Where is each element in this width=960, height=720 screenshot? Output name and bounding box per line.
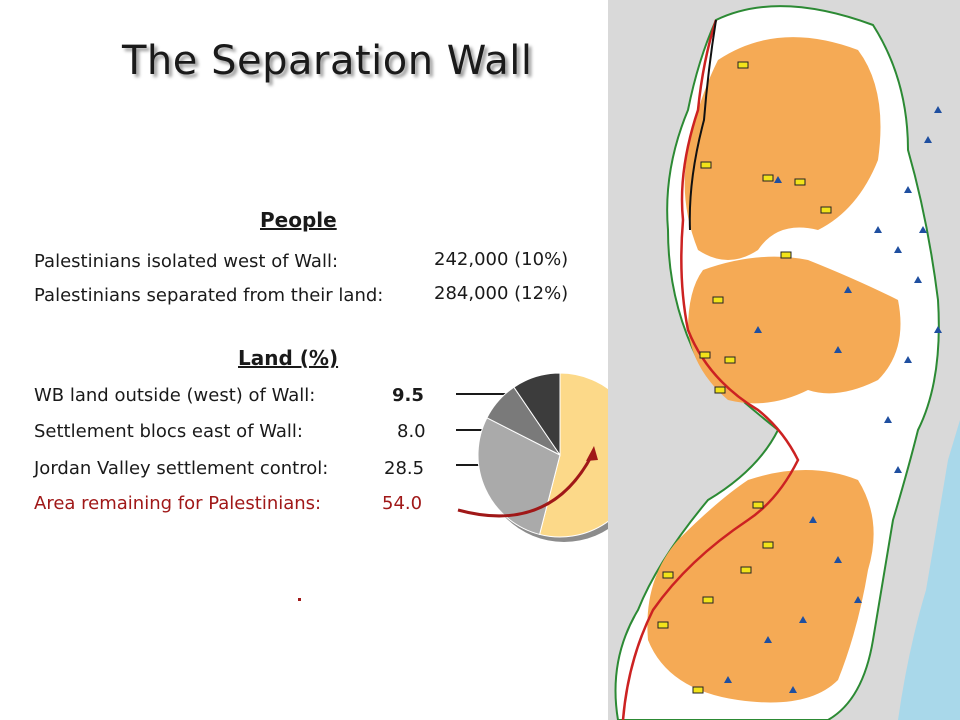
people-row-label: Palestinians isolated west of Wall: <box>34 251 339 272</box>
settlement-marker <box>844 286 852 293</box>
land-row-value: 8.0 <box>397 421 426 442</box>
gate-marker <box>657 621 669 629</box>
settlement-marker <box>934 106 942 113</box>
land-row-label: Jordan Valley settlement control: <box>34 458 329 479</box>
settlement-marker <box>934 326 942 333</box>
footnote-dot <box>298 598 301 601</box>
settlement-marker <box>724 676 732 683</box>
slide-title: The Separation Wall <box>122 38 533 84</box>
land-heading: Land (%) <box>238 346 339 370</box>
gate-marker <box>662 571 674 579</box>
remaining-area-arrow <box>457 454 594 518</box>
settlement-marker <box>919 226 927 233</box>
gate-marker <box>737 61 749 69</box>
gate-marker <box>692 686 704 694</box>
gate-marker <box>699 351 711 359</box>
settlement-marker <box>904 186 912 193</box>
land-central <box>688 256 901 404</box>
people-row-value: 284,000 (12%) <box>434 283 569 304</box>
settlement-markers <box>657 61 942 694</box>
land-row-value: 9.5 <box>392 385 424 406</box>
settlement-marker <box>774 176 782 183</box>
people-row-label: Palestinians separated from their land: <box>34 285 384 306</box>
settlement-marker <box>764 636 772 643</box>
west-bank-map <box>608 0 960 720</box>
settlement-marker <box>894 466 902 473</box>
settlement-marker <box>904 356 912 363</box>
settlement-marker <box>884 416 892 423</box>
land-row-value: 28.5 <box>384 458 425 479</box>
gate-marker <box>752 501 764 509</box>
pie-slice-jordan-valley <box>477 417 561 536</box>
settlement-marker <box>809 516 817 523</box>
people-heading: People <box>260 208 337 232</box>
settlement-marker <box>754 326 762 333</box>
settlement-marker <box>854 596 862 603</box>
land-west-wall-north <box>684 37 881 261</box>
gate-marker <box>762 541 774 549</box>
settlement-marker <box>924 136 932 143</box>
gate-marker <box>714 386 726 394</box>
gate-marker <box>780 251 792 259</box>
gate-marker <box>762 174 774 182</box>
dead-sea <box>898 420 960 720</box>
remaining-area-arrowhead <box>586 446 598 461</box>
gate-marker <box>700 161 712 169</box>
land-row-label: Settlement blocs east of Wall: <box>34 421 303 442</box>
land-row-value-highlight: 54.0 <box>382 493 423 514</box>
wall-route <box>621 19 800 720</box>
gate-marker <box>740 566 752 574</box>
settlement-marker <box>894 246 902 253</box>
settlement-marker <box>834 556 842 563</box>
gate-marker <box>712 296 724 304</box>
gate-marker <box>820 206 832 214</box>
settlement-marker <box>799 616 807 623</box>
settlement-marker <box>914 276 922 283</box>
leader-line-west <box>456 393 544 395</box>
gate-marker <box>794 178 806 186</box>
wall-route-black <box>688 19 717 231</box>
settlement-marker <box>789 686 797 693</box>
gate-marker <box>724 356 736 364</box>
land-row-label: WB land outside (west) of Wall: <box>34 385 316 406</box>
people-row-value: 242,000 (10%) <box>434 249 569 270</box>
settlement-marker <box>874 226 882 233</box>
gate-marker <box>702 596 714 604</box>
land-row-label-highlight: Area remaining for Palestinians: <box>34 493 322 514</box>
land-south <box>647 470 874 703</box>
pie-slice-west-of-wall <box>513 372 561 457</box>
settlement-marker <box>834 346 842 353</box>
